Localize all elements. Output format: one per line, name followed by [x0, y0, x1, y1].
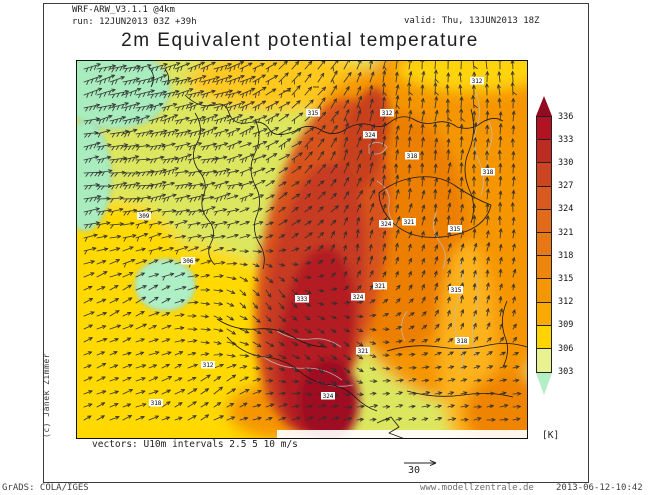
colorbar-tick: 306: [558, 343, 574, 354]
website-label: www.modellzentrale.de: [420, 483, 534, 493]
contour-label: 324: [363, 131, 377, 139]
contour-label: 315: [449, 286, 463, 294]
svg-text:315: 315: [451, 287, 462, 294]
svg-text:321: 321: [375, 283, 386, 290]
contour-label: 315: [448, 225, 462, 233]
contour-label: 324: [321, 392, 335, 400]
terrain-mask-strip: [277, 430, 527, 438]
contour-label: 321: [402, 218, 416, 226]
colorbar-tick: 315: [558, 273, 574, 284]
colorbar-segment: [537, 117, 551, 141]
contour-label: 312: [380, 109, 394, 117]
colorbar-segment: [537, 348, 551, 373]
colorbar-segment: [537, 325, 551, 349]
contour-label: 321: [373, 282, 387, 290]
svg-text:324: 324: [365, 132, 376, 139]
contour-label: 315: [306, 109, 320, 117]
svg-text:306: 306: [183, 258, 194, 265]
svg-text:318: 318: [407, 153, 418, 160]
svg-text:318: 318: [483, 169, 494, 176]
colorbar-tick: 303: [558, 366, 574, 377]
valid-label: valid: Thu, 13JUN2013 18Z: [404, 16, 540, 26]
colorbar-top-arrow: [536, 96, 552, 116]
contour-label: 324: [379, 220, 393, 228]
page-title: 2m Equivalent potential temperature: [121, 30, 479, 51]
svg-text:315: 315: [308, 110, 319, 117]
svg-text:324: 324: [353, 294, 364, 301]
svg-text:318: 318: [151, 400, 162, 407]
svg-text:321: 321: [358, 348, 369, 355]
colorbar-tick: 324: [558, 204, 574, 215]
colorbar-tick: 318: [558, 250, 574, 261]
colorbar-unit-label: [K]: [542, 430, 560, 441]
contour-label: 312: [201, 361, 215, 369]
contour-label: 318: [481, 168, 495, 176]
model-label: WRF-ARW_V3.1.1 @4km: [72, 5, 175, 15]
colorbar-segment: [537, 256, 551, 280]
contour-label: 312: [470, 77, 484, 85]
contour-label: 333: [295, 295, 309, 303]
colorbar-tick: 330: [558, 157, 574, 168]
colorbar-tick: 336: [558, 111, 574, 122]
copyright-label: (c) Janek Zimmer: [42, 352, 51, 438]
contour-label: 318: [455, 337, 469, 345]
timestamp-label: 2013-06-12-10:42: [556, 483, 643, 493]
colorbar-segment: [537, 209, 551, 233]
colorbar-segment: [537, 302, 551, 326]
contour-label: 324: [351, 293, 365, 301]
colorbar-tick: 333: [558, 134, 574, 145]
svg-text:315: 315: [450, 226, 461, 233]
colorbar-bottom-arrow: [536, 373, 552, 396]
colorbar-segment: [537, 163, 551, 187]
colorbar-tick: 327: [558, 181, 574, 192]
run-label: run: 12JUN2013 03Z +39h: [72, 17, 197, 27]
colorbar-scale: [536, 116, 552, 374]
wind-vector-field: [83, 61, 522, 422]
contour-label: 321: [356, 347, 370, 355]
colorbar-tick: 309: [558, 320, 574, 331]
border-layer: [148, 66, 527, 438]
wind-scale-value: 30: [408, 465, 421, 476]
colorbar-segment: [537, 279, 551, 303]
map-canvas: 309 315 312 324 318 312 318 324 321 315 321 324 333 3…: [76, 60, 528, 439]
contour-label: 318: [149, 399, 163, 407]
colorbar-segment: [537, 186, 551, 210]
contour-label: 318: [405, 152, 419, 160]
contour-label-layer: 309 315 312 324 318 312 318 324 321 315 321 324 333 3…: [137, 77, 495, 407]
colorbar-tick: 321: [558, 227, 574, 238]
colorbar: 336 333 330 327 324 321 318 315 312 309 306 303: [536, 96, 600, 396]
contour-label: 306: [181, 257, 195, 265]
svg-text:309: 309: [139, 213, 150, 220]
svg-text:321: 321: [404, 219, 415, 226]
vectors-note: vectors: U10m intervals 2.5 5 10 m/s: [92, 439, 298, 450]
svg-text:312: 312: [382, 110, 393, 117]
contour-label: 309: [137, 212, 151, 220]
colorbar-segment: [537, 140, 551, 164]
svg-text:318: 318: [457, 338, 468, 345]
svg-text:324: 324: [323, 393, 334, 400]
wind-scale-arrow: [404, 459, 437, 467]
svg-text:312: 312: [472, 78, 483, 85]
svg-text:324: 324: [381, 221, 392, 228]
svg-text:312: 312: [203, 362, 214, 369]
plot-frame: [43, 3, 589, 483]
colorbar-segment: [537, 232, 551, 257]
grads-credit: GrADS: COLA/IGES: [2, 483, 89, 493]
colorbar-tick: 312: [558, 297, 574, 308]
svg-text:333: 333: [297, 296, 308, 303]
